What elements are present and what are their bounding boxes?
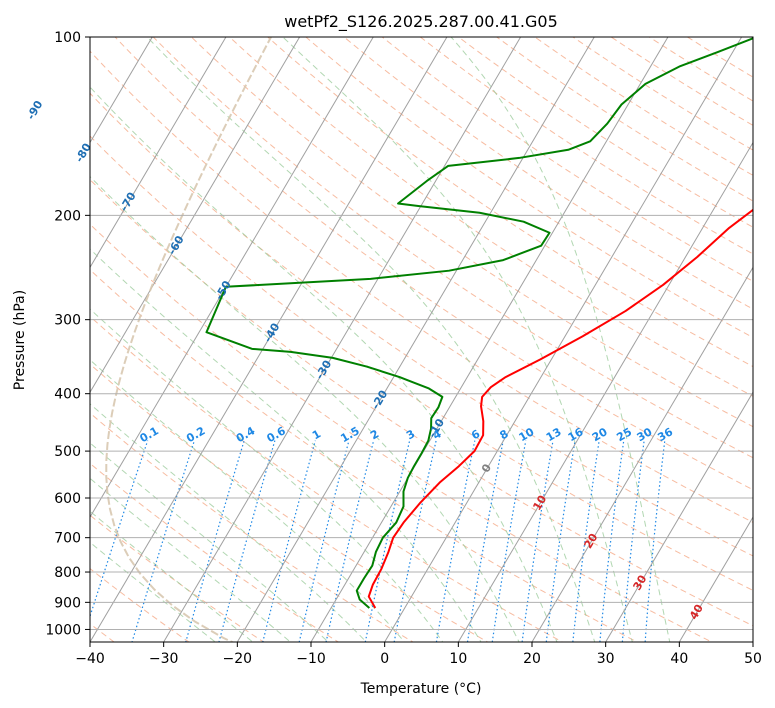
isotherm-line <box>310 37 669 642</box>
moist-adiabat-line <box>90 308 444 642</box>
moist-adiabat-line <box>90 477 292 642</box>
mixing-ratio-line <box>218 440 276 642</box>
dry-adiabat-line <box>90 50 753 523</box>
isotherm-line <box>457 141 753 642</box>
y-tick-label: 500 <box>54 444 81 460</box>
y-tick-label: 600 <box>54 491 81 507</box>
moist-adiabat-line <box>90 442 329 642</box>
temperature-profile-line <box>367 208 753 609</box>
isotherm-line <box>90 37 153 144</box>
isotherm-line <box>90 37 448 642</box>
mixing-ratio-line <box>364 440 411 642</box>
dry-adiabat-line <box>610 37 753 126</box>
isotherm-line <box>384 37 743 642</box>
isotherm-line <box>90 37 227 269</box>
dry-adiabat-line <box>190 37 753 428</box>
plot-frame <box>89 36 754 643</box>
dry-adiabat-line <box>90 179 753 627</box>
isotherm-line <box>236 37 595 642</box>
profile-series <box>205 37 753 609</box>
isotherm-line <box>531 266 753 642</box>
x-axis: −40 −30 −20 −10 0 10 20 30 40 50 <box>75 642 762 667</box>
y-tick-label: 400 <box>54 387 81 403</box>
dry-adiabat-line <box>90 223 713 642</box>
dry-adiabat-line <box>228 37 753 397</box>
x-tick-label: −40 <box>75 651 105 667</box>
mixing-ratio-line <box>131 440 195 642</box>
isotherm-line <box>678 516 753 642</box>
moist-adiabat-line <box>90 175 520 642</box>
moist-adiabat-line <box>146 37 596 642</box>
y-tick-label: 900 <box>54 595 81 611</box>
isotherm-line <box>90 37 374 519</box>
dry-adiabat-line <box>90 412 414 642</box>
x-tick-label: 50 <box>744 651 762 667</box>
mixing-ratio-line <box>325 440 375 642</box>
dry-adiabat-line <box>90 92 753 557</box>
moist-adiabat-line <box>90 248 482 642</box>
moist-adiabat-line <box>90 86 558 642</box>
dry-adiabat-line <box>152 37 753 459</box>
chart-title: wetPf2_S126.2025.287.00.41.G05 <box>284 12 558 32</box>
isotherm-line <box>163 37 522 642</box>
isobar-gridlines <box>90 37 753 630</box>
isotherm-line <box>605 391 753 642</box>
moist-adiabat-line <box>450 37 671 642</box>
mixing-ratio-line <box>435 440 476 642</box>
reference-curve <box>105 37 273 642</box>
y-axis: 100 200 300 400 500 600 700 800 900 1000 <box>45 30 90 638</box>
y-tick-label: 1000 <box>45 622 81 638</box>
dry-adiabat-line <box>495 37 753 202</box>
dry-adiabat-line <box>572 37 753 151</box>
dry-adiabat-line <box>457 37 753 228</box>
mixing-ratio-line <box>185 440 245 642</box>
mixing-ratio-line <box>90 440 149 619</box>
y-tick-label: 300 <box>54 313 81 329</box>
x-tick-label: −30 <box>149 651 179 667</box>
y-tick-label: 100 <box>54 30 81 46</box>
x-tick-label: 0 <box>380 651 389 667</box>
x-tick-label: 20 <box>523 651 541 667</box>
y-tick-label: 700 <box>54 531 81 547</box>
y-axis-label: Pressure (hPa) <box>12 290 28 390</box>
isotherm-line <box>90 37 301 394</box>
x-tick-label: 10 <box>449 651 467 667</box>
dry-adiabat-line <box>90 462 340 642</box>
y-tick-label: 800 <box>54 565 81 581</box>
x-tick-label: 40 <box>670 651 688 667</box>
x-axis-label: Temperature (°C) <box>360 681 482 697</box>
dry-adiabat-line <box>90 269 639 642</box>
background-lines <box>90 37 753 642</box>
mixing-ratio-line <box>466 440 504 642</box>
dry-adiabat-line <box>90 135 753 591</box>
mixing-ratio-line <box>491 440 527 642</box>
dry-adiabat-line <box>114 37 753 491</box>
moist-adiabat-line <box>282 37 633 642</box>
mixing-ratio-line <box>262 440 316 642</box>
y-tick-label: 200 <box>54 208 81 224</box>
dry-adiabat-line <box>90 315 564 642</box>
mixing-ratio-line <box>298 440 350 642</box>
dewpoint-profile-line <box>205 37 753 609</box>
dry-adiabat-line <box>533 37 753 176</box>
x-tick-label: 30 <box>597 651 615 667</box>
x-tick-label: −10 <box>296 651 326 667</box>
moist-adiabat-line <box>90 359 406 642</box>
x-tick-label: −20 <box>223 651 253 667</box>
